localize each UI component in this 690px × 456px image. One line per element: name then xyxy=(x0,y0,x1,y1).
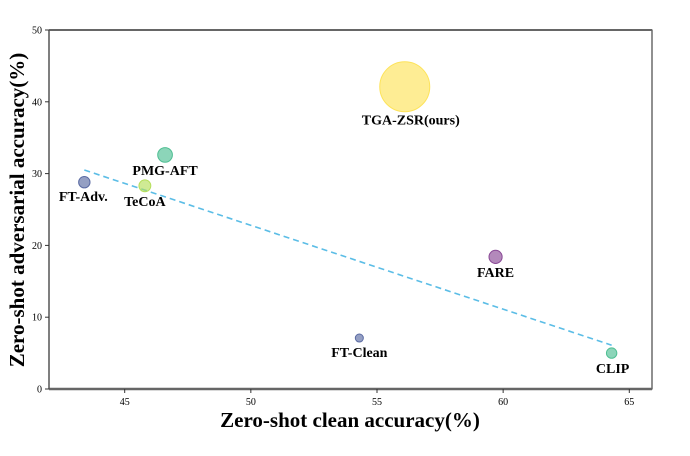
x-tick-label: 50 xyxy=(246,397,256,408)
x-tick-label: 60 xyxy=(498,397,508,408)
data-point xyxy=(354,333,364,343)
x-axis-ticks: 45 50 55 60 65 xyxy=(120,389,634,408)
point-label: FT-Adv. xyxy=(59,190,108,205)
y-tick-label: 50 xyxy=(32,26,42,37)
trend-line xyxy=(84,169,612,346)
point-labels: TGA-ZSR(ours) PMG-AFT FT-Adv. TeCoA FARE FT-C… xyxy=(59,114,630,377)
y-tick-label: 30 xyxy=(32,169,42,180)
plot-frame xyxy=(48,29,653,390)
data-points xyxy=(78,61,618,359)
data-point xyxy=(78,176,91,189)
x-tick-label: 55 xyxy=(372,397,382,408)
x-tick-label: 45 xyxy=(120,397,130,408)
y-axis-label: Zero-shot adversarial accuracy(%) xyxy=(5,53,29,368)
point-label: FARE xyxy=(477,266,514,281)
y-tick-label: 20 xyxy=(32,241,42,252)
x-tick-label: 65 xyxy=(624,397,634,408)
trend-line-group xyxy=(84,169,612,346)
x-axis-label: Zero-shot clean accuracy(%) xyxy=(220,408,480,432)
data-point xyxy=(488,249,503,264)
data-point xyxy=(138,179,152,193)
point-label: FT-Clean xyxy=(331,346,387,361)
y-tick-label: 0 xyxy=(37,385,42,396)
data-point xyxy=(605,347,618,359)
point-label: CLIP xyxy=(596,362,630,377)
plot-area xyxy=(48,29,653,391)
y-tick-label: 40 xyxy=(32,97,42,108)
y-tick-label: 10 xyxy=(32,313,42,324)
point-label: TGA-ZSR(ours) xyxy=(362,114,460,129)
data-point xyxy=(379,61,431,113)
point-label: PMG-AFT xyxy=(132,164,198,179)
y-axis-ticks: 0 10 20 30 40 50 xyxy=(32,26,49,396)
point-label: TeCoA xyxy=(124,195,166,210)
data-point xyxy=(157,147,173,163)
